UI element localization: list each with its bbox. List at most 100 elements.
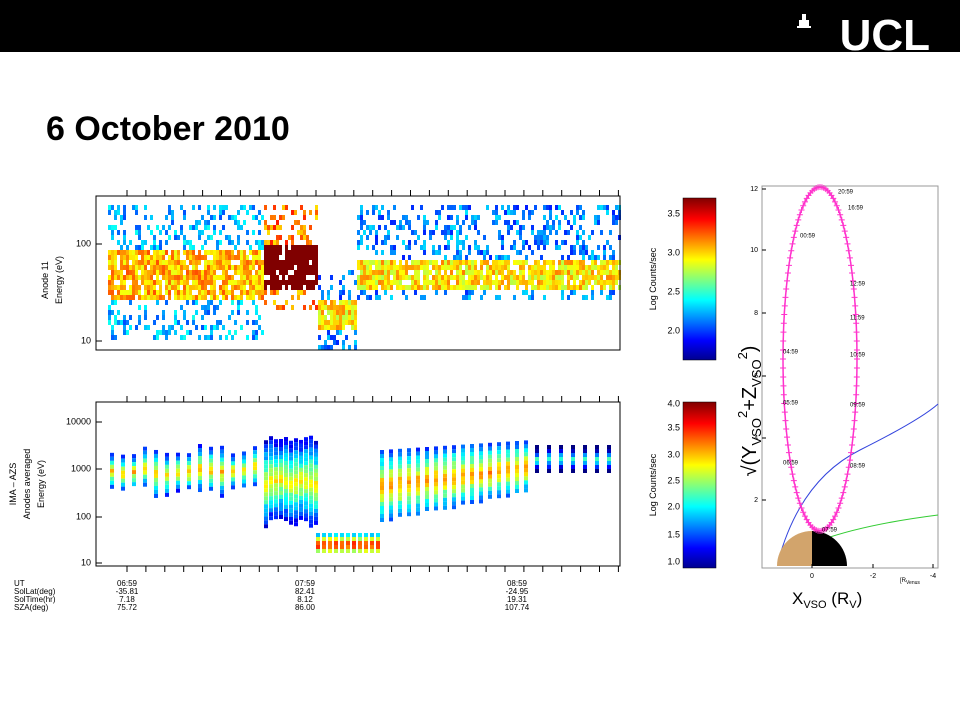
spectrogram-pixel bbox=[407, 468, 411, 473]
spectrogram-pixel bbox=[204, 280, 207, 285]
spectrogram-pixel bbox=[322, 537, 326, 541]
spectrogram-pixel bbox=[294, 285, 297, 290]
spectrogram-pixel bbox=[497, 466, 501, 471]
spectrogram-pixel bbox=[294, 494, 298, 499]
spectrogram-pixel bbox=[324, 320, 327, 325]
spectrogram-pixel bbox=[171, 265, 174, 270]
spectrogram-pixel bbox=[279, 442, 283, 447]
spectrogram-pixel bbox=[289, 480, 293, 485]
spectrogram-pixel bbox=[381, 240, 384, 245]
spectrogram-pixel bbox=[354, 345, 357, 350]
spectrogram-pixel bbox=[159, 285, 162, 290]
spectrogram-pixel bbox=[209, 470, 213, 475]
spectrogram-pixel bbox=[174, 310, 177, 315]
spectrogram-pixel bbox=[294, 260, 297, 265]
spectrogram-pixel bbox=[558, 220, 561, 225]
spectrogram-pixel bbox=[255, 275, 258, 280]
spectrogram-pixel bbox=[582, 230, 585, 235]
spectrogram-pixel bbox=[156, 315, 159, 320]
spectrogram-pixel bbox=[153, 235, 156, 240]
spectrogram-pixel bbox=[470, 496, 474, 500]
spectrogram-pixel bbox=[111, 280, 114, 285]
spectrogram-pixel bbox=[210, 300, 213, 305]
spectrogram-pixel bbox=[515, 457, 519, 461]
spectrogram-pixel bbox=[309, 435, 313, 440]
spectrogram-pixel bbox=[470, 480, 474, 484]
spectrogram-pixel bbox=[414, 290, 417, 295]
spectrogram-pixel bbox=[450, 285, 453, 290]
spectrogram-pixel bbox=[360, 205, 363, 210]
spectrogram-pixel bbox=[180, 230, 183, 235]
spectrogram-pixel bbox=[222, 210, 225, 215]
spectrogram-pixel bbox=[299, 487, 303, 492]
spectrogram-pixel bbox=[470, 476, 474, 480]
spectrogram-pixel bbox=[594, 280, 597, 285]
spectrogram-pixel bbox=[243, 275, 246, 280]
spectrogram-pixel bbox=[546, 275, 549, 280]
spectrogram-pixel bbox=[468, 225, 471, 230]
spectrogram-pixel bbox=[370, 533, 374, 537]
spectrogram-pixel bbox=[579, 235, 582, 240]
spectrogram-pixel bbox=[372, 225, 375, 230]
spectrogram-pixel bbox=[360, 265, 363, 270]
spectrogram-pixel bbox=[177, 275, 180, 280]
spectrogram-pixel bbox=[165, 300, 168, 305]
spectrogram-pixel bbox=[252, 300, 255, 305]
spectrogram-pixel bbox=[246, 320, 249, 325]
spectrogram-pixel bbox=[435, 270, 438, 275]
spectrogram-pixel bbox=[483, 275, 486, 280]
spectrogram-pixel bbox=[528, 210, 531, 215]
spectrogram-pixel bbox=[462, 240, 465, 245]
spectrogram-pixel bbox=[564, 240, 567, 245]
spectrogram-pixel bbox=[162, 310, 165, 315]
spectrogram-pixel bbox=[384, 225, 387, 230]
spectrogram-pixel bbox=[506, 485, 510, 490]
spectrogram-pixel bbox=[135, 245, 138, 250]
spectrogram-pixel bbox=[452, 461, 456, 466]
spectrogram-pixel bbox=[252, 230, 255, 235]
spectrogram-pixel bbox=[153, 245, 156, 250]
spectrogram-pixel bbox=[291, 275, 294, 280]
spectrogram-pixel bbox=[506, 449, 510, 454]
spectrogram-pixel bbox=[237, 240, 240, 245]
spectrogram-pixel bbox=[495, 295, 498, 300]
spectrogram-pixel bbox=[603, 250, 606, 255]
spectrogram-pixel bbox=[111, 300, 114, 305]
spectrogram-pixel bbox=[420, 285, 423, 290]
spectrogram-pixel bbox=[318, 335, 321, 340]
spectrogram-pixel bbox=[186, 265, 189, 270]
orbit-time-label: 16:59 bbox=[848, 206, 864, 212]
spectrogram-pixel bbox=[435, 210, 438, 215]
spectrogram-pixel bbox=[132, 265, 135, 270]
spectrogram-pixel bbox=[389, 473, 393, 478]
spectrogram-pixel bbox=[378, 225, 381, 230]
spectrogram-pixel bbox=[138, 320, 141, 325]
spectrogram-pixel bbox=[294, 470, 298, 475]
spectrogram-pixel bbox=[269, 488, 273, 493]
spectrogram-pixel bbox=[423, 265, 426, 270]
spectrogram-pixel bbox=[176, 460, 180, 465]
spectrogram-pixel bbox=[444, 275, 447, 280]
spectrogram-pixel bbox=[210, 235, 213, 240]
spectrogram-pixel bbox=[438, 210, 441, 215]
plot-frame bbox=[95, 195, 621, 351]
spectrogram-pixel bbox=[285, 270, 288, 275]
spectrogram-pixel bbox=[407, 488, 411, 493]
spectrogram-pixel bbox=[289, 440, 293, 445]
spectrogram-pixel bbox=[416, 503, 420, 508]
spectrogram-pixel bbox=[354, 325, 357, 330]
spectrogram-pixel bbox=[540, 255, 543, 260]
spectrogram-pixel bbox=[381, 280, 384, 285]
spectrogram-pixel bbox=[438, 215, 441, 220]
spectrogram-pixel bbox=[582, 245, 585, 250]
spectrogram-pixel bbox=[519, 260, 522, 265]
spectrogram-pixel bbox=[303, 230, 306, 235]
spectrogram-pixel bbox=[274, 467, 278, 472]
spectrogram-pixel bbox=[274, 495, 278, 500]
orbit-marker bbox=[833, 202, 840, 209]
spectrogram-pixel bbox=[380, 474, 384, 478]
spectrogram-pixel bbox=[237, 305, 240, 310]
spectrogram-pixel bbox=[315, 245, 318, 250]
spectrogram-pixel bbox=[330, 335, 333, 340]
spectrogram-pixel bbox=[513, 295, 516, 300]
